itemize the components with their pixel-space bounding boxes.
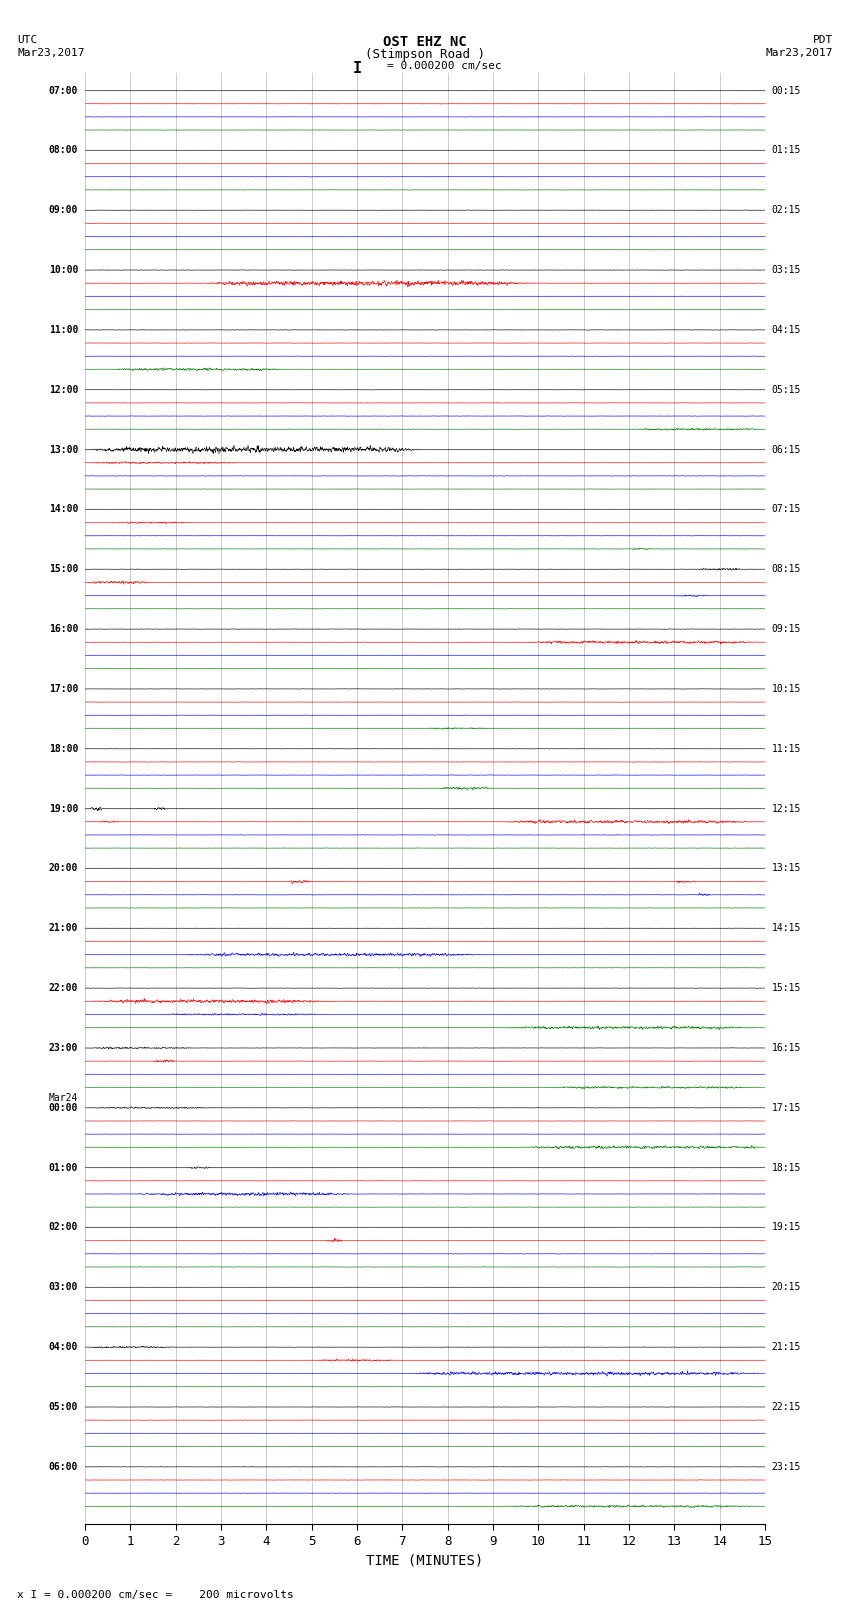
Text: 02:15: 02:15	[772, 205, 802, 215]
Text: 05:15: 05:15	[772, 386, 802, 395]
Text: 15:15: 15:15	[772, 984, 802, 994]
Text: = 0.000200 cm/sec: = 0.000200 cm/sec	[387, 61, 501, 71]
Text: 03:00: 03:00	[48, 1282, 78, 1292]
Text: 21:15: 21:15	[772, 1342, 802, 1352]
Text: 16:15: 16:15	[772, 1044, 802, 1053]
Text: UTC: UTC	[17, 35, 37, 45]
Text: 11:00: 11:00	[48, 324, 78, 336]
Text: 22:15: 22:15	[772, 1402, 802, 1411]
Text: 08:00: 08:00	[48, 145, 78, 155]
Text: 17:00: 17:00	[48, 684, 78, 694]
Text: 06:15: 06:15	[772, 445, 802, 455]
Text: 15:00: 15:00	[48, 565, 78, 574]
Text: 00:00: 00:00	[48, 1103, 78, 1113]
Text: 09:00: 09:00	[48, 205, 78, 215]
Text: 18:00: 18:00	[48, 744, 78, 753]
Text: 23:00: 23:00	[48, 1044, 78, 1053]
Text: 18:15: 18:15	[772, 1163, 802, 1173]
Text: 07:00: 07:00	[48, 85, 78, 95]
Text: 23:15: 23:15	[772, 1461, 802, 1471]
X-axis label: TIME (MINUTES): TIME (MINUTES)	[366, 1553, 484, 1568]
Text: 11:15: 11:15	[772, 744, 802, 753]
Text: 12:00: 12:00	[48, 386, 78, 395]
Text: 04:00: 04:00	[48, 1342, 78, 1352]
Text: Mar23,2017: Mar23,2017	[766, 48, 833, 58]
Text: 19:15: 19:15	[772, 1223, 802, 1232]
Text: 17:15: 17:15	[772, 1103, 802, 1113]
Text: OST EHZ NC: OST EHZ NC	[383, 35, 467, 50]
Text: 21:00: 21:00	[48, 923, 78, 934]
Text: Mar23,2017: Mar23,2017	[17, 48, 84, 58]
Text: 10:15: 10:15	[772, 684, 802, 694]
Text: 00:15: 00:15	[772, 85, 802, 95]
Text: 01:15: 01:15	[772, 145, 802, 155]
Text: 16:00: 16:00	[48, 624, 78, 634]
Text: 14:00: 14:00	[48, 505, 78, 515]
Text: 05:00: 05:00	[48, 1402, 78, 1411]
Text: 10:00: 10:00	[48, 265, 78, 276]
Text: 19:00: 19:00	[48, 803, 78, 813]
Text: 22:00: 22:00	[48, 984, 78, 994]
Text: 03:15: 03:15	[772, 265, 802, 276]
Text: 01:00: 01:00	[48, 1163, 78, 1173]
Text: 06:00: 06:00	[48, 1461, 78, 1471]
Text: 12:15: 12:15	[772, 803, 802, 813]
Text: 09:15: 09:15	[772, 624, 802, 634]
Text: Mar24: Mar24	[48, 1094, 78, 1103]
Text: 02:00: 02:00	[48, 1223, 78, 1232]
Text: 13:15: 13:15	[772, 863, 802, 874]
Text: 07:15: 07:15	[772, 505, 802, 515]
Text: x I = 0.000200 cm/sec =    200 microvolts: x I = 0.000200 cm/sec = 200 microvolts	[17, 1590, 294, 1600]
Text: 20:15: 20:15	[772, 1282, 802, 1292]
Text: 14:15: 14:15	[772, 923, 802, 934]
Text: (Stimpson Road ): (Stimpson Road )	[365, 48, 485, 61]
Text: 08:15: 08:15	[772, 565, 802, 574]
Text: I: I	[353, 61, 361, 76]
Text: PDT: PDT	[813, 35, 833, 45]
Text: 20:00: 20:00	[48, 863, 78, 874]
Text: 13:00: 13:00	[48, 445, 78, 455]
Text: 04:15: 04:15	[772, 324, 802, 336]
